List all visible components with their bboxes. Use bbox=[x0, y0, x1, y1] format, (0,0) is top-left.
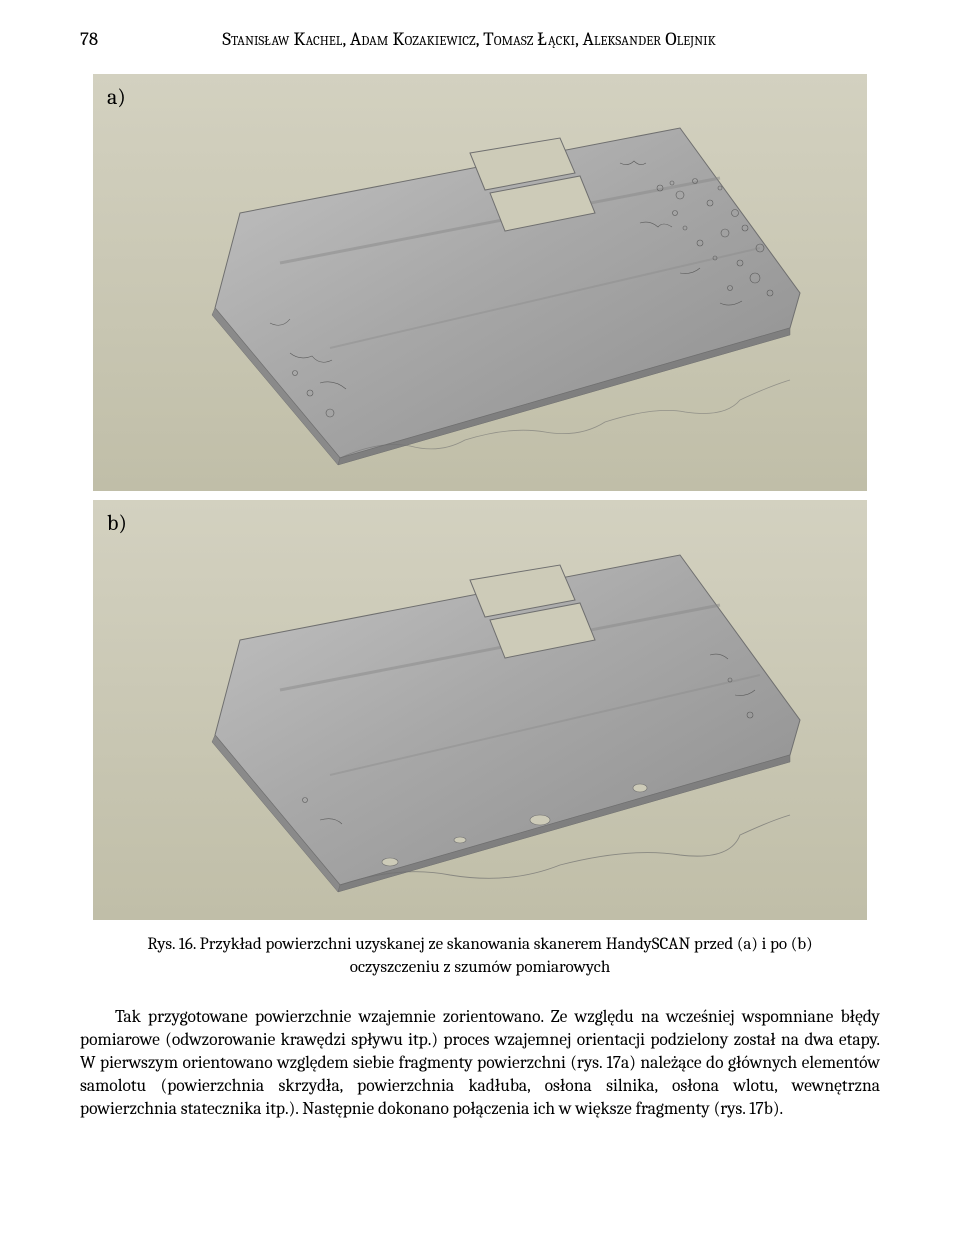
scan-surface-a bbox=[120, 93, 840, 473]
figure-caption: Rys. 16. Przykład powierzchni uzyskanej … bbox=[140, 934, 820, 980]
figure-panel-b: b) bbox=[93, 500, 867, 920]
page-header: 78 Stanisław Kachel, Adam Kozakiewicz, T… bbox=[80, 28, 880, 50]
body-paragraph: Tak przygotowane powierzchnie wzajemnie … bbox=[80, 1006, 880, 1121]
figure-panel-a: a) bbox=[93, 74, 867, 494]
scan-surface-b bbox=[120, 520, 840, 900]
panel-a-label: a) bbox=[107, 84, 126, 110]
authors-line: Stanisław Kachel, Adam Kozakiewicz, Toma… bbox=[58, 28, 880, 50]
panel-b-label: b) bbox=[107, 510, 127, 536]
